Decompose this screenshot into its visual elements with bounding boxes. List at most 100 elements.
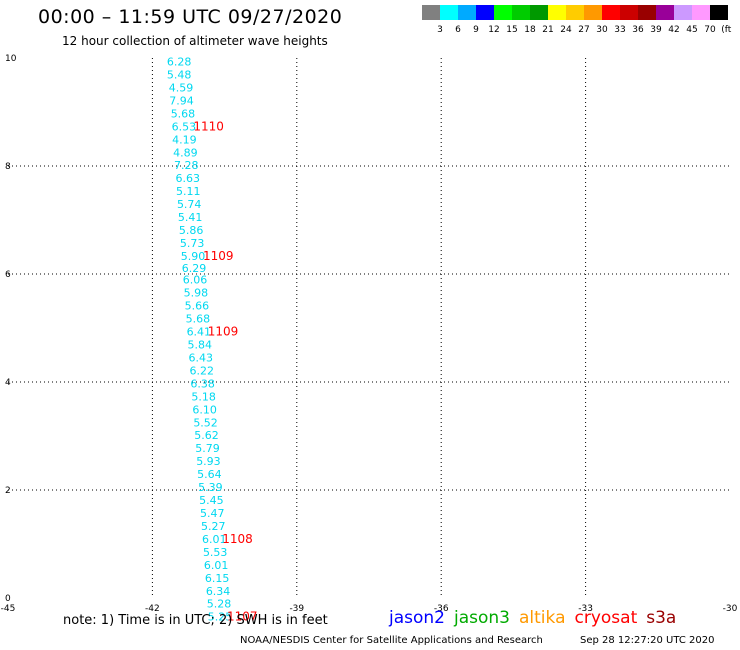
scale-label: 18: [524, 25, 536, 35]
chart-subtitle: 12 hour collection of altimeter wave hei…: [62, 34, 328, 48]
wave-height-label: 6.43: [189, 351, 214, 364]
pass-time-label: 1110: [193, 119, 224, 133]
wave-height-label: 6.22: [189, 364, 214, 377]
scale-swatch: [494, 5, 512, 20]
wave-height-label: 4.89: [173, 146, 198, 159]
lon-tick-label: -39: [289, 604, 304, 614]
wave-height-label: 5.25: [208, 611, 233, 624]
credit-line: NOAA/NESDIS Center for Satellite Applica…: [240, 635, 543, 646]
wave-height-label: 6.63: [176, 172, 201, 185]
scale-swatch: [458, 5, 476, 20]
wave-height-label: 5.68: [186, 313, 211, 326]
wave-height-label: 5.66: [185, 300, 210, 313]
scale-swatch: [530, 5, 548, 20]
wave-height-label: 5.62: [194, 429, 219, 442]
scale-swatch: [710, 5, 728, 20]
lon-tick-label: -30: [723, 604, 738, 614]
wave-height-label: 5.64: [197, 468, 222, 481]
scale-swatch: [476, 5, 494, 20]
legend-item-jason3: jason3: [454, 608, 510, 628]
scale-swatch: [548, 5, 566, 20]
wave-height-label: 6.01: [204, 559, 229, 572]
lat-tick-label: 10: [5, 54, 17, 64]
lat-lon-grid: [8, 58, 730, 598]
lon-tick-label: -45: [1, 604, 16, 614]
wave-height-label: 5.93: [196, 455, 221, 468]
scale-label: 42: [668, 25, 679, 35]
wave-height-label: 6.38: [190, 377, 215, 390]
wave-height-observations: 6.285.484.597.945.686.534.194.897.286.63…: [167, 56, 232, 624]
wave-height-label: 5.28: [207, 598, 232, 611]
satellite-legend: jason2 jason3 altika cryosat s3a: [389, 608, 685, 628]
wave-height-label: 5.48: [167, 69, 192, 82]
wave-height-label: 4.59: [169, 81, 194, 94]
scale-swatch: [674, 5, 692, 20]
scale-swatch: [512, 5, 530, 20]
scale-swatch: [422, 5, 440, 20]
wave-height-label: 6.10: [192, 403, 217, 416]
wave-height-label: 5.53: [203, 546, 228, 559]
wave-height-label: 6.41: [187, 326, 212, 339]
lon-tick-label: -33: [578, 604, 593, 614]
lat-tick-label: 0: [5, 594, 11, 604]
scale-swatch: [638, 5, 656, 20]
scale-label: 30: [596, 25, 608, 35]
lat-tick-label: 8: [5, 162, 11, 172]
pass-time-label: 1109: [203, 249, 234, 263]
wave-height-label: 5.68: [171, 107, 196, 120]
scale-label: 15: [506, 25, 517, 35]
chart-title: 00:00 – 11:59 UTC 09/27/2020: [38, 6, 343, 28]
wave-height-label: 6.29: [182, 262, 207, 275]
lon-tick-label: -36: [434, 604, 449, 614]
pass-time-label: 1108: [222, 532, 253, 546]
wave-height-label: 5.47: [200, 507, 225, 520]
scale-label: 12: [488, 25, 499, 35]
scale-label: 27: [578, 25, 589, 35]
wave-height-label: 6.15: [205, 572, 230, 585]
wave-height-label: 5.45: [199, 494, 224, 507]
pass-time-label: 1109: [208, 325, 239, 339]
scale-label: 6: [455, 25, 461, 35]
generated-timestamp: Sep 28 12:27:20 UTC 2020: [580, 635, 715, 646]
legend-item-cryosat: cryosat: [574, 608, 638, 628]
wave-height-label: 5.86: [179, 224, 204, 237]
scale-label: 9: [473, 25, 479, 35]
lat-tick-label: 2: [5, 486, 11, 496]
wave-height-label: 5.98: [184, 287, 209, 300]
legend-item-altika: altika: [519, 608, 566, 628]
legend-item-s3a: s3a: [646, 608, 677, 628]
wave-height-label: 5.18: [191, 390, 216, 403]
scale-swatch: [620, 5, 638, 20]
wave-height-label: 7.94: [169, 94, 194, 107]
scale-label: 36: [632, 25, 644, 35]
scale-swatch: [656, 5, 674, 20]
scale-swatch: [602, 5, 620, 20]
wave-height-label: 7.28: [174, 159, 199, 172]
scale-label: 21: [542, 25, 553, 35]
scale-label: 45: [686, 25, 697, 35]
scale-swatch: [440, 5, 458, 20]
lon-tick-label: -42: [145, 604, 160, 614]
scale-swatch: [566, 5, 584, 20]
wave-height-label: 5.90: [181, 250, 206, 263]
scale-label: 3: [437, 25, 443, 35]
wave-height-label: 6.53: [172, 120, 197, 133]
pass-time-labels: 1110 1109 1109 1108 1107: [193, 119, 257, 623]
wave-height-label: 5.73: [180, 237, 205, 250]
pass-time-label: 1107: [227, 610, 258, 624]
lat-tick-label: 6: [5, 270, 11, 280]
wave-height-label: 5.41: [178, 211, 203, 224]
scale-label: (ft): [721, 25, 732, 35]
wave-height-label: 5.11: [176, 185, 201, 198]
scale-label: 70: [704, 25, 716, 35]
wave-height-label: 5.74: [177, 198, 202, 211]
wave-height-label: 4.19: [172, 133, 197, 146]
wave-height-label: 5.79: [195, 442, 220, 455]
wave-height-label: 6.28: [167, 56, 192, 69]
wave-height-label: 6.34: [206, 585, 231, 598]
lat-tick-label: 4: [5, 378, 11, 388]
scale-label: 24: [560, 25, 572, 35]
wave-height-label: 5.84: [188, 339, 213, 352]
